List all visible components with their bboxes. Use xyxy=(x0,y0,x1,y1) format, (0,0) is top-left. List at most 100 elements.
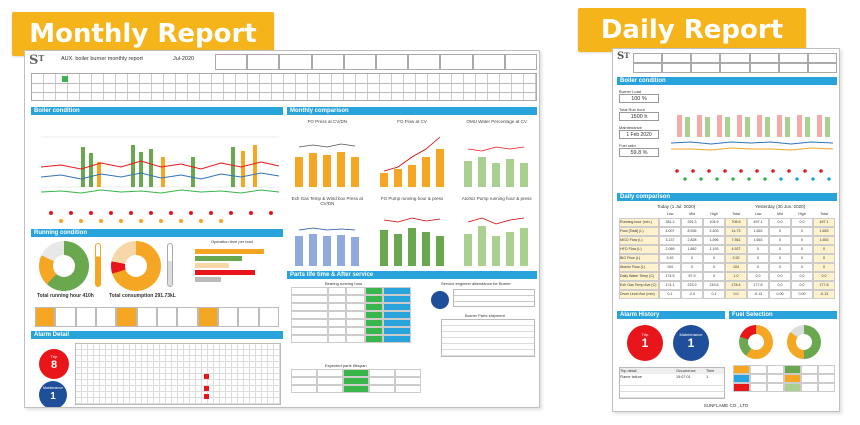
daily-cell-today: 178.4 xyxy=(725,281,747,290)
bearing-table xyxy=(291,287,411,357)
daily-cell-yest: 0.0 xyxy=(769,272,791,281)
parts-shipment-table xyxy=(441,319,535,357)
daily-row-label: Running hour (min.) xyxy=(619,218,659,227)
daily-cell-today: 0 xyxy=(681,263,703,272)
mc-chart-5: FO Pump running hour & press xyxy=(372,194,453,267)
daily-table-row: HFO Flow (L) 2.069 1.662 1.193 4.927 0 0 0 0 xyxy=(619,245,835,254)
monthly-report-banner: Monthly Report xyxy=(12,12,274,56)
daily-cell-yest: 0 xyxy=(769,245,791,254)
daily-table-row: BIO Flow (L) 3.92 0 0 3.92 0 0 0 0 xyxy=(619,254,835,263)
daily-cell-yest: -0.13 xyxy=(747,290,769,299)
header-info-grid xyxy=(215,54,537,70)
daily-cell-today: 104.9 xyxy=(703,218,725,227)
daily-cell-yest: 0.00 xyxy=(769,290,791,299)
daily-kpi-column: Burner Load 100 % Total Run hour 1500 h … xyxy=(619,89,659,157)
daily-section-fuel-selection: Fuel Selection xyxy=(729,311,837,319)
daily-cell-yest: 0 xyxy=(747,254,769,263)
yesterday-label: Yesterday (30 Jun. 2020) xyxy=(755,204,806,209)
service-table-title: Service engineer attendance for Burner xyxy=(441,281,511,286)
daily-cell-yest: 0.0 xyxy=(791,281,813,290)
daily-header-grid xyxy=(633,53,837,73)
daily-trip-circle: Trip 1 xyxy=(627,325,663,361)
section-parts-life: Parts life time & After service xyxy=(287,271,537,279)
total-running-hour-label: Total running hour 410h xyxy=(37,293,94,299)
mc-chart-4: Exh Gas Temp & Wind box Press at CV/DN xyxy=(287,194,368,267)
daily-cell-today: 104 xyxy=(725,263,747,272)
daily-cell-yest: 0.0 xyxy=(791,272,813,281)
monthly-comparison-grid: FO Press at CV/DN FO Flow at CV OMU Wate… xyxy=(287,117,537,267)
daily-cell-today: 14.73 xyxy=(725,227,747,236)
daily-cell-yest: 0.0 xyxy=(769,281,791,290)
daily-alarm-table: Trip detail Occurrence Time Flame failure 1… xyxy=(619,367,725,399)
mc-chart-1: FO Press at CV/DN xyxy=(287,117,368,190)
service-table xyxy=(453,289,535,307)
daily-cell-today: 3.92 xyxy=(725,254,747,263)
daily-cell-today: 174.1 xyxy=(659,281,681,290)
daily-cell-today: 291.3 xyxy=(681,218,703,227)
total-consumption-label: Total consumption 291.73kL xyxy=(109,293,176,299)
daily-section-boiler-condition: Boiler condition xyxy=(617,77,837,85)
daily-cell-yest: -0.13 xyxy=(813,290,835,299)
daily-table-row: Flow [Total] (L) 4.007 8.935 2.403 14.73 1.65… xyxy=(619,227,835,236)
daily-cell-yest: 1.653 xyxy=(813,236,835,245)
daily-cell-yest: 0.0 xyxy=(813,272,835,281)
kpi-fuel-ratio: 59.8 % xyxy=(619,148,659,157)
daily-cell-today: 2.828 xyxy=(681,236,703,245)
daily-cell-today: 0 xyxy=(703,263,725,272)
boiler-condition-svg xyxy=(31,117,283,225)
daily-cell-yest: 0 xyxy=(769,263,791,272)
daily-cell-today: 1.596 xyxy=(703,236,725,245)
daily-row-label: Atomiz Flow (L) xyxy=(619,263,659,272)
daily-cell-yest: 0 xyxy=(747,263,769,272)
monthly-report-sheet: ST AUX. boiler burner monthly report Jul… xyxy=(24,50,540,408)
section-running-condition: Running condition xyxy=(31,229,283,237)
section-monthly-comparison: Monthly comparison xyxy=(287,107,537,115)
daily-table-row: Daily Water Temp (C) 174.5 87.9 0 1.0 0.0 0.0 0… xyxy=(619,272,835,281)
running-summary-table xyxy=(35,307,279,327)
daily-cell-yest: 0.0 xyxy=(791,218,813,227)
status-strip xyxy=(31,73,537,101)
daily-cell-today: 0.1 xyxy=(703,290,725,299)
boiler-condition-chart xyxy=(31,117,283,225)
daily-cell-today: 706.6 xyxy=(725,218,747,227)
today-label: Today (1 Jul. 2020) xyxy=(657,204,696,209)
daily-cell-today: 4.007 xyxy=(659,227,681,236)
daily-cell-today: 3.137 xyxy=(659,236,681,245)
daily-table-row: MGO Flow (L) 3.137 2.828 1.596 7.561 1.653 0 0 1… xyxy=(619,236,835,245)
report-title: AUX. boiler burner monthly report xyxy=(61,56,143,62)
daily-cell-today: 0 xyxy=(703,254,725,263)
daily-cell-yest: 0 xyxy=(769,236,791,245)
daily-cell-yest: 0 xyxy=(791,227,813,236)
fuel-pie-1-hole xyxy=(748,334,764,350)
daily-cell-today: 174.5 xyxy=(659,272,681,281)
daily-cell-today: 1.662 xyxy=(681,245,703,254)
daily-cell-today: 3.92 xyxy=(659,254,681,263)
daily-row-label: Drum Level Ave (mm) xyxy=(619,290,659,299)
fuel-pie-2-hole xyxy=(796,334,812,350)
daily-table-row: Running hour (min.) 281.2 291.3 104.9 706.6 4… xyxy=(619,218,835,227)
consumption-thermometer xyxy=(167,243,173,287)
daily-cell-today: 2.069 xyxy=(659,245,681,254)
daily-cell-yest: 0.0 xyxy=(747,272,769,281)
operation-time-bars xyxy=(195,247,281,293)
daily-row-label: Exh Gas Temp Ave (C) xyxy=(619,281,659,290)
daily-cell-yest: 0 xyxy=(791,236,813,245)
section-boiler-condition: Boiler condition xyxy=(31,107,283,115)
daily-cell-yest: 1.653 xyxy=(747,236,769,245)
bearing-table-title: Bearing running hour xyxy=(325,281,363,286)
daily-cell-yest: 497.1 xyxy=(747,218,769,227)
daily-cell-today: 8.935 xyxy=(681,227,703,236)
daily-cell-yest: 1.653 xyxy=(747,227,769,236)
maintenance-alarm-circle: Maintenance 1 xyxy=(39,381,67,407)
daily-cell-yest: 497.1 xyxy=(813,218,835,227)
report-period: Jul-2020 xyxy=(173,56,195,62)
daily-section-comparison: Daily comparison xyxy=(617,193,837,201)
daily-section-alarm-history: Alarm History xyxy=(617,311,725,319)
daily-table-header: Low Mid High Total Low Mid High Total xyxy=(666,212,828,216)
fuel-legend-table xyxy=(733,365,835,393)
daily-boiler-svg xyxy=(670,115,834,181)
daily-cell-today: 215.6 xyxy=(703,281,725,290)
daily-cell-today: 223.9 xyxy=(681,281,703,290)
service-engineer-icon xyxy=(431,291,449,309)
daily-boiler-chart xyxy=(667,87,837,187)
